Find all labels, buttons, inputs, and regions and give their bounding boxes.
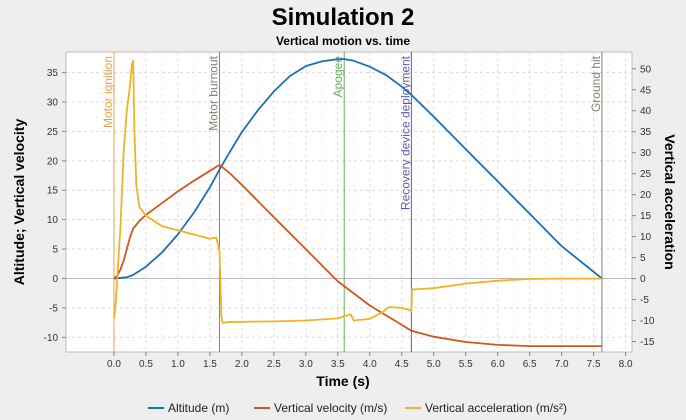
x-tick-label: 7.0 — [555, 359, 569, 370]
x-tick-label: 2.0 — [235, 359, 249, 370]
x-tick-label: 3.5 — [331, 359, 345, 370]
x-tick-label: 1.5 — [203, 359, 217, 370]
x-tick-label: 5.5 — [459, 359, 473, 370]
legend-label: Altitude (m) — [168, 401, 229, 415]
plot-area — [65, 51, 633, 353]
event-label: Motor ignition — [101, 56, 115, 128]
x-tick-label: 6.5 — [523, 359, 537, 370]
y-right-tick-label: 45 — [640, 85, 652, 96]
x-tick-label: 8.0 — [619, 359, 633, 370]
y-left-tick-label: 30 — [47, 98, 59, 109]
y-right-tick-label: 0 — [640, 274, 646, 285]
event-label: Apogee — [331, 56, 345, 98]
series-lines — [113, 58, 603, 348]
x-tick-label: 4.5 — [395, 359, 409, 370]
y-left-tick-label: 20 — [47, 156, 59, 167]
y-right-tick-label: 10 — [640, 232, 652, 243]
event-label: Ground hit — [589, 55, 603, 112]
legend: Altitude (m) Vertical velocity (m/s) Verti… — [148, 401, 567, 415]
axes: 0.0 0.5 1.0 1.5 2.0 2.5 3.0 3.5 4.0 4.5 5.0 5.5 6.0 6… — [44, 64, 655, 370]
series-line — [113, 59, 602, 324]
x-tick-label: 7.5 — [587, 359, 601, 370]
x-tick-label: 0.0 — [107, 359, 121, 370]
chart-title: Simulation 2 — [272, 4, 415, 31]
y-right-tick-label: 5 — [640, 253, 646, 264]
chart-subtitle: Vertical motion vs. time — [276, 34, 410, 48]
y-left-tick-label: 25 — [47, 127, 59, 138]
y-right-tick-label: -5 — [640, 295, 649, 306]
x-tick-label: 3.0 — [299, 359, 313, 370]
legend-label: Vertical acceleration (m/s²) — [425, 401, 567, 415]
x-tick-label: 0.5 — [139, 359, 153, 370]
y-left-tick-label: 35 — [47, 68, 59, 79]
y-right-tick-label: -10 — [640, 316, 655, 327]
y-left-tick-label: 5 — [52, 245, 58, 256]
y-right-tick-label: -15 — [640, 337, 655, 348]
y-right-tick-label: 20 — [640, 190, 652, 201]
x-tick-label: 5.0 — [427, 359, 441, 370]
y-right-tick-label: 25 — [640, 169, 652, 180]
y-right-tick-label: 50 — [640, 64, 652, 75]
y-right-tick-label: 35 — [640, 127, 652, 138]
y-right-tick-label: 40 — [640, 106, 652, 117]
x-axis-label: Time (s) — [316, 373, 369, 389]
y-left-tick-label: -10 — [44, 333, 59, 344]
y-left-tick-label: 15 — [47, 186, 59, 197]
y-axis-left-label: Altitude; Vertical velocity — [11, 119, 27, 286]
y-right-tick-label: 15 — [640, 211, 652, 222]
x-tick-label: 4.0 — [363, 359, 377, 370]
y-axis-right-label: Vertical acceleration — [662, 134, 678, 269]
x-tick-label: 2.5 — [267, 359, 281, 370]
series-line — [113, 163, 602, 348]
y-right-tick-label: 30 — [640, 148, 652, 159]
event-label: Recovery device deployment — [398, 55, 412, 210]
x-tick-label: 1.0 — [171, 359, 185, 370]
series-line — [113, 58, 603, 280]
y-left-tick-label: -5 — [49, 303, 58, 314]
event-label: Motor burnout — [206, 55, 220, 130]
x-tick-label: 6.0 — [491, 359, 505, 370]
legend-label: Vertical velocity (m/s) — [274, 401, 387, 415]
y-left-tick-label: 0 — [52, 274, 58, 285]
y-left-tick-label: 10 — [47, 215, 59, 226]
